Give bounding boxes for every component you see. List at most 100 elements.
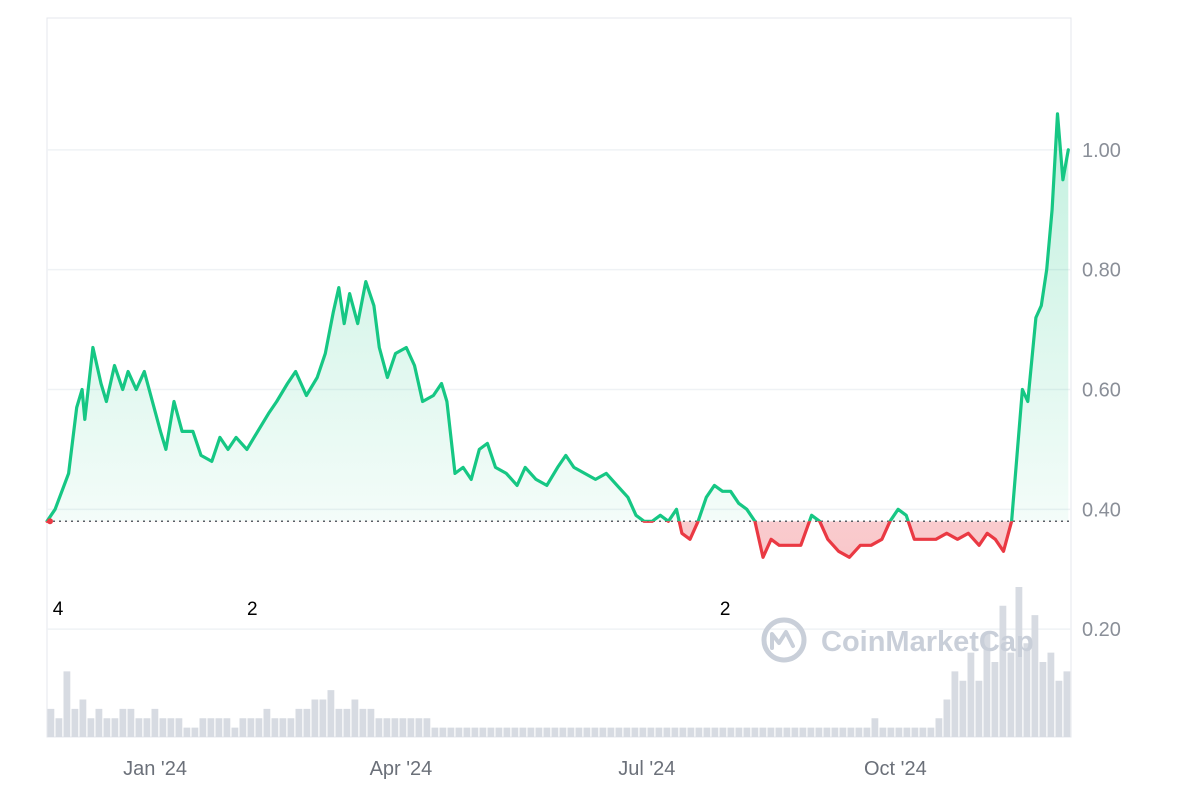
volume-bar	[183, 727, 191, 737]
volume-bar	[479, 727, 487, 737]
volume-bar	[407, 718, 415, 737]
y-axis: 0.20 0.40 0.60 0.80 1.00	[1082, 140, 1121, 641]
volume-bar	[591, 727, 599, 737]
volume-bar	[63, 671, 71, 737]
volume-bar	[823, 727, 831, 737]
volume-bar	[319, 699, 327, 737]
volume-bar	[951, 671, 959, 737]
volume-bar	[487, 727, 495, 737]
volume-bar	[231, 727, 239, 737]
volume-bar	[271, 718, 279, 737]
x-tick-label: Jan '24	[123, 758, 187, 780]
y-tick-label: 0.80	[1082, 260, 1121, 282]
volume-bar	[367, 708, 375, 737]
volume-bar	[607, 727, 615, 737]
volume-bar	[143, 718, 151, 737]
volume-bar	[303, 708, 311, 737]
volume-bar	[199, 718, 207, 737]
volume-bar	[751, 727, 759, 737]
volume-bar	[647, 727, 655, 737]
volume-bar	[215, 718, 223, 737]
volume-bar	[127, 708, 135, 737]
volume-bar	[687, 727, 695, 737]
volume-bar	[631, 727, 639, 737]
volume-bar	[1055, 680, 1063, 737]
volume-bar	[207, 718, 215, 737]
volume-bar	[551, 727, 559, 737]
coinmarketcap-logo-icon	[761, 617, 807, 663]
volume-bar	[431, 727, 439, 737]
volume-bar	[287, 718, 295, 737]
event-marker-label[interactable]: 2	[247, 599, 258, 620]
price-line-above-baseline[interactable]	[45, 112, 1070, 557]
volume-bar	[743, 727, 751, 737]
volume-bar	[295, 708, 303, 737]
volume-bar	[895, 727, 903, 737]
x-tick-label: Apr '24	[370, 758, 433, 780]
volume-bar	[111, 718, 119, 737]
volume-bar	[575, 727, 583, 737]
volume-bar	[663, 727, 671, 737]
volume-bar	[79, 699, 87, 737]
price-line-below-baseline[interactable]	[45, 114, 1068, 559]
volume-bar	[119, 708, 127, 737]
volume-bar	[639, 727, 647, 737]
volume-bar	[519, 727, 527, 737]
volume-bar	[1047, 652, 1055, 737]
volume-bar	[463, 727, 471, 737]
volume-bar	[831, 727, 839, 737]
event-marker-label[interactable]: 2	[720, 599, 731, 620]
volume-bar	[719, 727, 727, 737]
volume-bar	[903, 727, 911, 737]
plot-frame	[46, 17, 1072, 738]
volume-bar	[87, 718, 95, 737]
volume-bar	[1007, 652, 1015, 737]
event-markers: 4 2 2	[53, 599, 731, 620]
volume-bar	[351, 699, 359, 737]
volume-bar	[1063, 671, 1071, 737]
volume-bar	[255, 718, 263, 737]
volume-bar	[415, 718, 423, 737]
volume-bar	[1023, 643, 1031, 737]
volume-bar	[1015, 587, 1023, 737]
volume-bar	[151, 708, 159, 737]
watermark-text: CoinMarketCap	[821, 626, 1034, 658]
volume-bar	[815, 727, 823, 737]
volume-bar	[703, 727, 711, 737]
volume-bar	[495, 727, 503, 737]
watermark: CoinMarketCap	[761, 617, 1034, 663]
volume-bar	[511, 727, 519, 737]
volume-bar	[967, 652, 975, 737]
event-marker-label[interactable]: 4	[53, 599, 64, 620]
volume-bar	[167, 718, 175, 737]
volume-bar	[695, 727, 703, 737]
volume-bar	[503, 727, 511, 737]
grid-lines	[47, 149, 1071, 630]
volume-bar	[455, 727, 463, 737]
volume-bar	[391, 718, 399, 737]
volume-bar	[447, 727, 455, 737]
volume-bar	[559, 727, 567, 737]
volume-bar	[975, 680, 983, 737]
volume-bar	[191, 727, 199, 737]
volume-bar	[159, 718, 167, 737]
volume-bar	[343, 708, 351, 737]
x-tick-label: Jul '24	[618, 758, 675, 780]
volume-bar	[847, 727, 855, 737]
volume-bar	[135, 718, 143, 737]
volume-bar	[327, 690, 335, 737]
volume-bar	[783, 727, 791, 737]
area-fill-above-baseline	[47, 113, 1069, 522]
volume-bar	[55, 718, 63, 737]
volume-bar	[527, 727, 535, 737]
volume-bar	[311, 699, 319, 737]
volume-bar	[655, 727, 663, 737]
volume-bar	[671, 727, 679, 737]
volume-bar	[263, 708, 271, 737]
volume-bar	[239, 718, 247, 737]
volume-bar	[711, 727, 719, 737]
volume-bar	[927, 727, 935, 737]
volume-bar	[623, 727, 631, 737]
volume-bar	[1039, 662, 1047, 737]
